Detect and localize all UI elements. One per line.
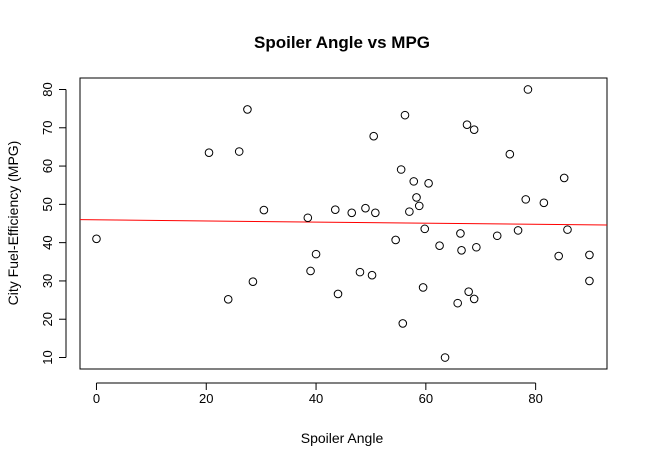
data-point [355,267,365,277]
data-point [369,131,378,141]
x-tick-label: 0 [93,391,100,406]
data-point [420,224,430,234]
data-point [469,294,479,304]
data-point [456,229,465,238]
data-point [554,251,563,261]
x-axis: 0 20 40 60 80 [93,382,543,406]
data-point [398,319,408,328]
data-point [440,353,450,362]
y-tick-label: 40 [40,235,55,249]
data-point [585,250,594,260]
fit-line-layer [79,219,608,226]
data-point [409,177,419,186]
data-point [248,277,258,287]
data-point [414,201,424,211]
data-point [435,241,444,251]
data-point [505,149,515,159]
data-point [464,287,473,296]
data-point [333,289,343,299]
data-point [521,195,531,204]
data-point [469,125,479,134]
data-point [391,235,400,245]
data-point [303,213,313,223]
data-point [418,283,428,292]
data-point [400,110,410,120]
x-tick-label: 60 [419,391,433,406]
y-tick-label: 80 [40,82,55,96]
y-tick-label: 60 [40,159,55,173]
data-point [424,178,433,188]
data-point [92,234,101,244]
x-tick-label: 20 [199,391,213,406]
data-point [396,165,406,174]
y-tick-label: 10 [40,350,55,364]
data-point [492,231,502,241]
y-tick-label: 20 [40,312,55,326]
data-point [539,198,549,208]
data-point [405,207,414,216]
data-point [563,225,572,234]
data-point [259,205,269,215]
y-tick-label: 70 [40,121,55,135]
data-point [453,298,462,308]
y-axis: 10 20 30 40 50 60 70 80 [40,82,67,365]
data-point [585,276,594,286]
data-point [311,249,321,259]
data-point [330,205,340,215]
data-point [204,148,214,157]
data-point [523,85,533,94]
data-point [457,246,466,255]
data-point [472,242,481,252]
data-point [306,266,315,276]
points-layer [92,85,594,362]
y-tick-label: 30 [40,274,55,288]
data-point [371,208,380,218]
data-point [513,226,523,235]
x-tick-label: 80 [528,391,542,406]
data-point [243,105,252,114]
regression-line [79,219,608,226]
x-tick-label: 40 [309,391,323,406]
data-point [462,120,472,130]
x-axis-label: Spoiler Angle [301,430,384,446]
chart-title: Spoiler Angle vs MPG [254,33,430,52]
data-point [234,147,244,156]
plot-frame [79,77,608,370]
data-point [559,173,569,183]
data-point [347,208,357,218]
data-point [412,193,421,202]
data-point [223,295,233,304]
data-point [361,203,370,213]
y-tick-label: 50 [40,197,55,211]
data-point [367,270,377,280]
y-axis-label: City Fuel-Efficiency (MPG) [5,141,21,306]
